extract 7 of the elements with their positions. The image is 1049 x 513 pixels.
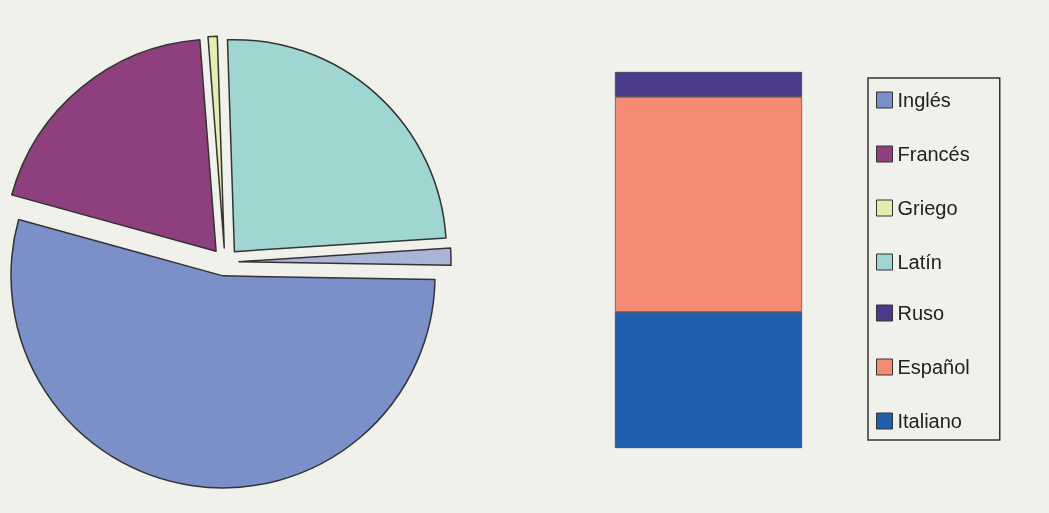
legend-label: Griego [897,197,958,219]
legend-label: Italiano [897,410,962,432]
legend-label: Inglés [897,89,951,111]
legend-label: Latín [897,251,942,273]
legend-label: Español [897,356,970,378]
legend-label: Francés [897,143,970,165]
legend-label: Ruso [897,302,945,324]
